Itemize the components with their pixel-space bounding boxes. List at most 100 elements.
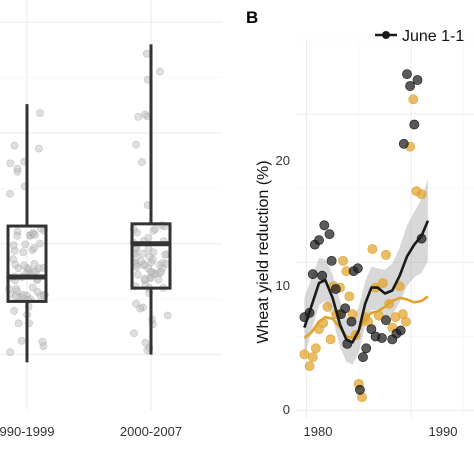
panel-a-gridlines: [0, 0, 222, 410]
x-tick-label: 2000-2007: [120, 424, 182, 439]
jitter-point: [30, 244, 38, 252]
jitter-point: [35, 264, 44, 273]
point-black-series: [381, 315, 391, 326]
panel-a-boxplot: 990-1999 2000-2007: [0, 0, 222, 439]
point-black-series: [361, 343, 372, 354]
point-black-series: [319, 220, 330, 231]
y-tick-label: 20: [276, 153, 290, 168]
point-orange-series: [325, 334, 336, 345]
jitter-point: [144, 233, 153, 242]
jitter-point: [36, 239, 44, 248]
panel-a-jitter-points: [5, 49, 172, 356]
y-axis-title: Wheat yield reduction (%): [255, 160, 272, 343]
point-black-series: [398, 138, 409, 149]
x-tick-label: 1990: [429, 424, 458, 439]
point-black-series: [346, 316, 357, 327]
jitter-point: [19, 248, 27, 257]
panel-a-x-ticks: 990-1999 2000-2007: [0, 424, 182, 439]
jitter-point: [137, 257, 145, 266]
point-black-series: [307, 269, 318, 280]
jitter-point: [139, 249, 147, 258]
jitter-point: [140, 274, 149, 283]
jitter-point: [21, 240, 30, 249]
trend-line-black: [303, 220, 430, 344]
panel-a-boxes: [6, 44, 172, 363]
point-black-series: [324, 229, 335, 240]
point-orange-series: [367, 244, 378, 254]
jitter-point: [134, 113, 143, 121]
jitter-point: [151, 225, 160, 233]
jitter-point: [10, 141, 19, 150]
trend-line-orange: [303, 295, 429, 340]
jitter-point: [30, 259, 39, 268]
jitter-point: [5, 189, 14, 198]
point-orange-series: [400, 316, 411, 327]
jitter-point: [19, 290, 28, 299]
jitter-point: [36, 109, 44, 117]
point-black-series: [358, 352, 368, 363]
jitter-point: [155, 261, 164, 269]
legend: June 1-1: [375, 28, 464, 45]
jitter-point: [6, 348, 15, 356]
point-orange-series: [408, 94, 419, 105]
point-black-series: [314, 235, 324, 245]
jitter-point: [28, 283, 37, 292]
panel-b-trend-lines: [303, 220, 430, 344]
jitter-point: [11, 292, 20, 301]
jitter-point: [17, 336, 26, 345]
point-black-series: [352, 263, 363, 274]
jitter-point: [10, 307, 19, 315]
jitter-point: [137, 158, 146, 166]
x-tick-label: 990-1999: [0, 424, 54, 439]
point-orange-series: [310, 343, 321, 354]
point-black-series: [402, 69, 412, 79]
point-orange-series: [381, 249, 391, 260]
jitter-point: [19, 261, 28, 270]
point-orange-series: [377, 278, 388, 288]
jitter-point: [142, 49, 151, 58]
jitter-point: [14, 319, 23, 328]
jitter-point: [154, 275, 163, 284]
jitter-point: [163, 311, 172, 320]
jitter-point: [132, 228, 141, 237]
jitter-point: [35, 144, 43, 153]
jitter-point: [12, 284, 21, 293]
box-iqr: [130, 222, 172, 290]
point-orange-series: [322, 301, 333, 312]
jitter-point: [148, 255, 157, 264]
jitter-point: [133, 270, 142, 279]
point-orange-series: [338, 255, 348, 266]
jitter-point: [6, 159, 15, 168]
y-tick-label: 0: [283, 402, 290, 417]
jitter-point: [31, 230, 39, 239]
box-iqr: [6, 224, 48, 303]
jitter-point: [161, 250, 169, 259]
point-orange-series: [307, 352, 318, 363]
point-black-series: [366, 324, 377, 334]
jitter-point: [13, 164, 22, 173]
point-black-series: [330, 284, 341, 294]
legend-label: June 1-1: [402, 28, 464, 45]
point-black-series: [326, 255, 337, 266]
y-tick-label: 10: [276, 278, 290, 293]
jitter-point: [132, 299, 140, 308]
jitter-point: [132, 140, 140, 149]
panel-b-y-ticks: 0 10 20: [276, 153, 290, 417]
point-black-series: [354, 384, 365, 395]
point-orange-series: [304, 361, 315, 371]
legend-point-swatch: [382, 31, 390, 39]
point-black-series: [409, 119, 420, 130]
jitter-point: [146, 267, 155, 276]
x-tick-label: 1980: [304, 424, 333, 439]
point-orange-series: [299, 349, 310, 360]
jitter-point: [141, 110, 149, 119]
panel-letter: B: [246, 8, 258, 27]
jitter-point: [9, 241, 18, 250]
jitter-point: [156, 67, 164, 76]
point-black-series: [340, 303, 351, 314]
point-black-series: [376, 333, 387, 343]
point-black-series: [395, 325, 406, 336]
panel-b-x-ticks: 1980 1990: [304, 424, 458, 439]
point-black-series: [412, 75, 423, 85]
point-orange-series: [416, 189, 427, 200]
